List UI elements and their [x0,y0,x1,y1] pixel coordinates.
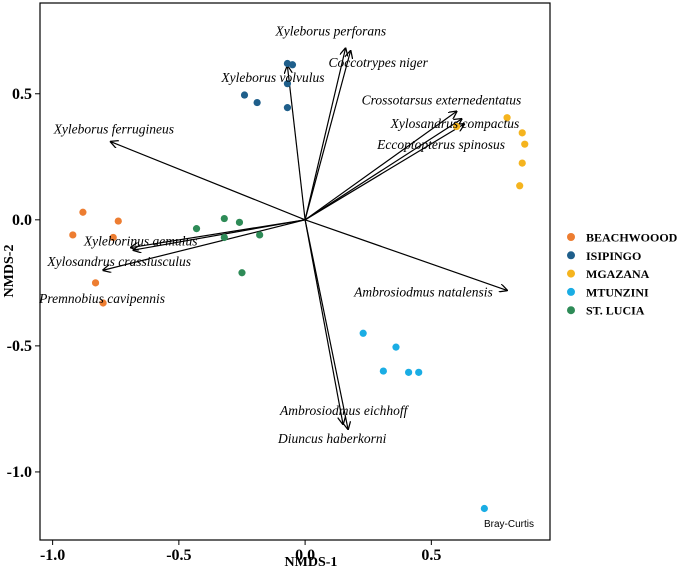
vector-labels: Xyleborus perforans Coccotrypes niger Xyle… [38,23,521,446]
species-vector-arrow [304,119,462,221]
y-tick-label: 0.0 [12,212,32,229]
legend-marker [567,287,575,296]
axes: -1.0 -0.5 0.0 0.5 0.5 0.0 -0.5 -1.0 [7,86,442,564]
legend-marker [567,251,575,260]
site-point [405,368,413,376]
species-vector-label: Ambrosiodmus eichhoff [279,403,410,418]
species-vector-label: Xyleborus ferrugineus [53,122,174,137]
plot-panel [39,2,551,541]
species-vector-label: Premnobius cavipennis [38,291,165,306]
species-vectors [103,48,507,429]
species-vector-label: Xyleborus volvulus [220,70,324,85]
species-vector-arrow [111,142,306,221]
species-vector-arrow [133,219,306,250]
species-vector-label: Xyleborus perforans [274,23,386,38]
species-vector-arrow [304,111,456,221]
site-point [392,343,400,351]
legend-marker [567,233,575,241]
species-vector-arrow [287,66,306,220]
species-vector-arrow [304,48,345,220]
species-vector-label: Ambrosiodmus natalensis [353,284,493,299]
site-point [99,299,107,307]
y-tick-label: -0.5 [7,338,32,355]
site-point [516,182,524,190]
site-point [256,231,264,239]
species-vector-arrow [304,51,350,220]
x-axis-title: NMDS-1 [285,555,338,570]
site-point [518,159,526,167]
x-tick-label: 0.0 [295,547,315,564]
species-vector-arrow [304,219,507,291]
site-point [415,368,423,376]
site-point [359,329,367,337]
y-axis-title: NMDS-2 [2,245,17,298]
species-vector-label: Coccotrypes niger [329,55,429,70]
x-tick-label: -1.0 [40,547,65,564]
legend-label: BEACHWOOOD [586,231,678,245]
site-point [253,98,261,107]
distance-annotation: Bray-Curtis [484,519,534,530]
site-point [240,91,249,99]
species-vector-label: Eccoptopterus spinosus [376,137,505,152]
site-point [480,504,488,513]
species-vector-label: Xylosandrus crassiusculus [46,254,191,269]
site-point [379,367,387,375]
site-point [192,225,201,233]
species-vector-arrow [304,124,464,221]
site-point [91,279,100,287]
legend-marker [567,306,575,315]
species-vector-arrow [103,219,306,270]
species-vector-label: Xyleborinus aemulus [83,234,198,249]
site-point [283,80,292,88]
legend: BEACHWOOOD ISIPINGO MGAZANA MTUNZINI ST. LUC… [567,231,678,318]
y-tick-label: 0.5 [12,86,32,103]
y-tick-label: -1.0 [7,464,32,481]
species-vector-label: Xylosandrus compactus [390,116,520,131]
site-point [109,233,117,242]
site-point [220,214,228,223]
species-vector-arrow [304,219,348,429]
site-point [235,218,244,226]
x-tick-label: 0.5 [421,547,441,564]
site-point [220,233,228,242]
site-points [69,59,529,513]
legend-label: ST. LUCIA [586,304,645,318]
legend-label: MGAZANA [586,267,650,281]
species-vector-label: Crossotarsus externedentatus [362,92,522,107]
species-vector-label: Diuncus haberkorni [277,431,387,446]
species-vector-arrow [304,219,343,424]
site-point [518,129,526,137]
site-point [521,140,529,148]
site-point [288,61,297,69]
legend-label: MTUNZINI [586,285,649,299]
site-point [79,208,87,216]
site-point [238,269,246,277]
site-point [452,122,461,131]
legend-label: ISIPINGO [586,249,641,263]
x-tick-label: -0.5 [166,547,191,564]
legend-marker [567,269,575,278]
site-point [69,231,77,239]
site-point [283,104,292,112]
site-point [503,114,511,122]
site-point [114,217,122,225]
